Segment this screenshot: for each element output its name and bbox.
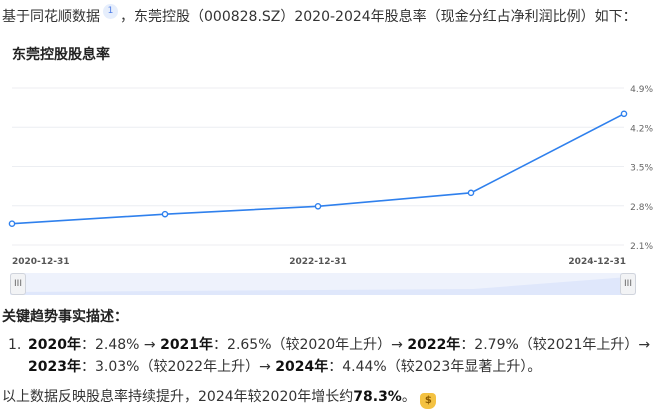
intro-rest: ，东莞控股（000828.SZ）2020-2024年股息率（现金分红占净利润比例… bbox=[120, 9, 637, 25]
dividend-yield-chart: 4.9% 4.2% 3.5% 2.8% 2.1% 2020-12-31 2022-12-31… bbox=[8, 85, 653, 267]
fact-text: ：3.03%（较2022年上升）→ bbox=[80, 359, 276, 375]
chart-title: 东莞控股股息率 bbox=[12, 47, 110, 63]
slider-track[interactable] bbox=[10, 273, 636, 295]
slider-right-handle[interactable]: III bbox=[620, 273, 636, 295]
x-tick-label: 2022-12-31 bbox=[289, 257, 347, 267]
y-tick-label: 4.9% bbox=[630, 85, 653, 95]
slider-left-handle[interactable]: III bbox=[10, 273, 26, 295]
facts-heading: 关键趋势事实描述： bbox=[2, 309, 128, 325]
y-tick-label: 4.2% bbox=[630, 124, 653, 134]
data-point bbox=[620, 110, 628, 118]
intro-text: 基于同花顺数据 1 ，东莞控股（000828.SZ）2020-2024年股息率（现金… bbox=[2, 4, 637, 26]
summary-end: 。 bbox=[401, 389, 416, 405]
list-item-continued: 2023年：3.03%（较2022年上升）→ 2024年：4.44%（较2023… bbox=[2, 356, 652, 378]
fact-year: 2024年 bbox=[275, 359, 329, 375]
fact-year: 2020年 bbox=[28, 337, 81, 353]
fact-text: ：4.44%（较2023年显著上升）。 bbox=[328, 359, 542, 375]
facts-list: 1. 2020年：2.48% → 2021年：2.65%（较2020年上升）→ 2… bbox=[2, 334, 652, 378]
money-bag-icon: $ bbox=[420, 393, 437, 409]
data-point bbox=[8, 220, 16, 227]
data-point bbox=[314, 203, 322, 210]
fact-text: ：2.65%（较2020年上升）→ bbox=[213, 337, 408, 353]
list-item: 1. 2020年：2.48% → 2021年：2.65%（较2020年上升）→ 2… bbox=[2, 334, 652, 356]
summary-body: 以上数据反映股息率持续提升，2024年较2020年增长约 bbox=[2, 389, 354, 405]
y-tick-label: 2.1% bbox=[630, 242, 653, 252]
summary-text: 以上数据反映股息率持续提升，2024年较2020年增长约78.3%。 $ bbox=[2, 386, 437, 409]
fact-year: 2023年 bbox=[28, 359, 81, 375]
citation-badge[interactable]: 1 bbox=[103, 4, 118, 19]
range-slider[interactable]: III III bbox=[10, 273, 636, 295]
y-tick-label: 3.5% bbox=[630, 164, 653, 174]
y-tick-label: 2.8% bbox=[630, 203, 653, 213]
x-tick-label: 2020-12-31 bbox=[12, 257, 70, 267]
slider-preview bbox=[10, 277, 628, 295]
list-number: 1. bbox=[8, 337, 22, 353]
fact-year: 2021年 bbox=[160, 337, 214, 353]
slider-preview-area bbox=[10, 277, 628, 295]
data-point bbox=[161, 210, 169, 218]
data-point bbox=[467, 189, 475, 197]
fact-year: 2022年 bbox=[407, 337, 461, 353]
summary-highlight: 78.3% bbox=[353, 389, 402, 405]
x-tick-label: 2024-12-31 bbox=[568, 257, 626, 267]
fact-text: ：2.48% → bbox=[80, 337, 161, 353]
fact-text: ：2.79%（较2021年上升）→ bbox=[460, 337, 651, 353]
intro-prefix: 基于同花顺数据 bbox=[2, 9, 100, 25]
